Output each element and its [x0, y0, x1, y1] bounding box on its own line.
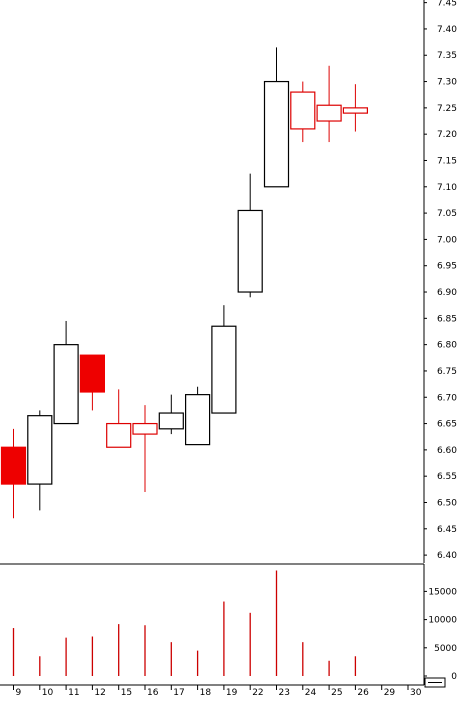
- x-tick-label: 18: [200, 688, 212, 698]
- x-tick-label: 29: [384, 688, 396, 698]
- candle-body: [132, 422, 158, 435]
- x-tick-label: 26: [357, 688, 369, 698]
- candle: [53, 320, 79, 425]
- candle: [158, 394, 184, 435]
- volume-tick-label: 15000: [428, 587, 457, 597]
- candle-body: [27, 415, 53, 485]
- candle-body: [158, 412, 184, 430]
- x-tick-label: 15: [121, 688, 132, 698]
- price-tick-label: 7.15: [437, 156, 457, 166]
- x-tick-label: 17: [173, 688, 184, 698]
- price-tick-label: 7.10: [437, 183, 457, 193]
- candle-body: [290, 91, 316, 130]
- candle-body: [185, 394, 211, 446]
- x-tick-label: 25: [331, 688, 342, 698]
- price-tick-label: 7.45: [437, 0, 457, 9]
- price-tick-label: 6.45: [437, 525, 457, 535]
- candle: [211, 305, 237, 414]
- price-tick-label: 6.55: [437, 472, 457, 482]
- price-tick-label: 6.65: [437, 420, 457, 430]
- x-tick-label: 24: [305, 688, 317, 698]
- candle: [106, 389, 132, 448]
- price-tick-label: 7.30: [437, 78, 457, 88]
- price-tick-label: 7.05: [437, 209, 457, 219]
- candle: [0, 428, 27, 519]
- candles: [0, 47, 368, 519]
- candle-body: [263, 80, 290, 188]
- x-tick-label: 10: [42, 688, 54, 698]
- volume-tick-label: 0: [451, 672, 457, 682]
- volume-tick-label: 10000: [428, 616, 457, 626]
- x-tick-label: 23: [279, 688, 290, 698]
- candle: [263, 47, 290, 188]
- x-tick-label: 16: [147, 688, 159, 698]
- price-tick-label: 6.85: [437, 314, 457, 324]
- price-tick-labels: 7.45 7.40 7.35 7.30 7.25 7.20 7.15 7.10 7.05 7.00…: [424, 0, 457, 561]
- candle: [185, 386, 211, 446]
- x-axis: 9 10 11 12 15 16 17 18 19 22 23 24 25 26 29 30: [0, 684, 424, 698]
- volume-bars: [12, 570, 357, 676]
- candle: [316, 65, 342, 143]
- price-tick-label: 7.00: [437, 235, 457, 245]
- volume-panel: 15000 10000 5000 0: [12, 564, 457, 685]
- x-tick-label: 9: [16, 688, 22, 698]
- price-tick-label: 7.35: [437, 51, 457, 61]
- price-tick-label: 6.95: [437, 262, 457, 272]
- candle-body: [342, 107, 368, 114]
- price-tick-label: 6.75: [437, 367, 457, 377]
- price-panel: 7.45 7.40 7.35 7.30 7.25 7.20 7.15 7.10 7.05 7.00…: [0, 0, 457, 563]
- candle: [342, 84, 368, 132]
- candle-body: [211, 325, 237, 414]
- price-tick-label: 6.40: [437, 551, 457, 561]
- candle-body: [106, 422, 132, 448]
- volume-tick-label: 5000: [434, 644, 457, 654]
- candle: [132, 405, 158, 492]
- x-tick-label: 12: [94, 688, 105, 698]
- price-tick-label: 7.20: [437, 130, 457, 140]
- x-tick-labels: 9 10 11 12 15 16 17 18 19 22 23 24 25 26 29 30: [13, 685, 422, 698]
- price-tick-label: 6.60: [437, 446, 457, 456]
- price-tick-label: 6.80: [437, 341, 457, 351]
- x-tick-label: 30: [410, 688, 422, 698]
- volume-tick-labels: 15000 10000 5000 0: [424, 587, 457, 682]
- price-tick-label: 7.25: [437, 104, 457, 114]
- x-tick-label: 19: [226, 688, 238, 698]
- price-tick-label: 7.40: [437, 25, 457, 35]
- candle: [27, 410, 53, 511]
- price-tick-label: 6.50: [437, 498, 457, 508]
- candle: [290, 81, 316, 143]
- candle-body: [0, 446, 27, 485]
- x-tick-label: 22: [252, 688, 263, 698]
- candle-body: [237, 209, 263, 293]
- x-tick-label: 11: [68, 688, 79, 698]
- candle-body: [53, 344, 79, 425]
- corner-label: [424, 677, 446, 688]
- candle: [237, 173, 263, 298]
- price-tick-label: 6.70: [437, 393, 457, 403]
- price-tick-label: 6.90: [437, 288, 457, 298]
- candle: [79, 354, 106, 411]
- candle-body: [316, 104, 342, 122]
- candle-body: [79, 354, 106, 393]
